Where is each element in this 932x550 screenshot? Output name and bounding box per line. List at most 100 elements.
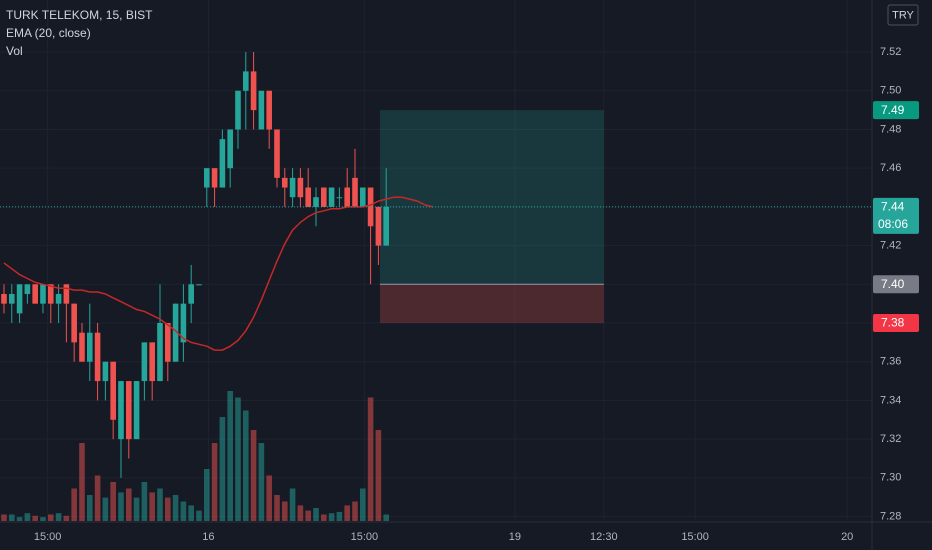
ema-line	[3, 196, 434, 351]
price-label: 7.49	[881, 103, 905, 117]
y-tick-label: 7.48	[880, 123, 901, 135]
candle-body	[352, 177, 358, 207]
volume-bar	[133, 497, 140, 521]
volume-bar	[32, 515, 38, 521]
volume-bar	[375, 430, 382, 521]
volume-bar	[344, 505, 350, 521]
volume-bar	[94, 475, 101, 521]
candle-body	[157, 323, 163, 382]
y-tick-label: 7.46	[880, 162, 901, 174]
candle-body	[86, 332, 93, 362]
volume-bar	[149, 492, 155, 521]
candle-body	[133, 381, 140, 440]
price-label: 7.38	[881, 316, 905, 330]
volume-bar	[289, 488, 296, 521]
volume-bar	[40, 517, 46, 521]
profit-zone	[379, 110, 604, 285]
y-tick-label: 7.50	[880, 85, 901, 97]
volume-bar	[274, 495, 280, 521]
indicator-label: EMA (20, close)	[6, 26, 91, 40]
volume-bar	[63, 515, 70, 521]
candle-body	[242, 71, 249, 91]
candle-body	[281, 177, 288, 188]
price-label-box	[873, 101, 919, 120]
volume-bar	[313, 508, 319, 521]
candle-body	[24, 284, 31, 294]
volume-bar	[86, 495, 93, 521]
candle-body	[367, 187, 374, 227]
candle-body	[55, 293, 62, 304]
volume-bar	[118, 492, 124, 521]
volume-bar	[219, 417, 226, 521]
volume-bar	[359, 488, 366, 521]
candle-body	[383, 206, 389, 246]
volume-bar	[125, 488, 132, 521]
x-tick-label: 20	[841, 531, 853, 543]
candle-body	[110, 361, 116, 420]
candle-body	[235, 90, 241, 130]
volume-bar	[71, 488, 77, 521]
volume-bar	[24, 513, 31, 521]
candle-body	[71, 303, 77, 343]
x-tick-label: 15:00	[34, 531, 62, 543]
price-label-box	[873, 275, 919, 294]
candle-body	[313, 197, 319, 207]
x-tick-label: 12:30	[590, 531, 618, 543]
volume-bar	[367, 397, 374, 521]
candle-body	[320, 187, 327, 207]
volume-bar	[79, 443, 85, 521]
volume-bar	[383, 514, 389, 521]
candle-body	[32, 284, 38, 304]
volume-bar	[102, 497, 109, 521]
volume-bar	[297, 505, 304, 521]
x-tick-label: 15:00	[351, 531, 379, 543]
x-tick-label: 15:00	[681, 531, 709, 543]
volume-label: Vol	[6, 44, 23, 58]
volume-bar	[110, 482, 116, 521]
candle-body	[125, 381, 132, 440]
volume-bar	[1, 514, 7, 521]
candle-body	[94, 332, 101, 382]
y-tick-label: 7.32	[880, 433, 901, 445]
candle-body	[63, 284, 70, 304]
candle-body	[328, 187, 335, 207]
candle-body	[196, 284, 202, 286]
volume-bar	[157, 488, 163, 521]
candle-body	[289, 177, 296, 198]
currency-box[interactable]	[887, 4, 919, 26]
volume-bar	[305, 510, 311, 521]
candle-body	[141, 342, 148, 382]
candle-body	[266, 90, 272, 130]
volume-bar	[203, 469, 210, 521]
volume-bar	[16, 517, 23, 521]
overlay-layer	[0, 196, 872, 351]
volume-bar	[47, 514, 54, 521]
volume-bar	[336, 511, 343, 521]
loss-zone	[379, 284, 604, 324]
volume-bar	[141, 482, 148, 521]
volume-bar	[266, 475, 272, 521]
candle-body	[336, 197, 343, 199]
candle-body	[164, 323, 171, 362]
axis-layer: 7.52 7.50 7.48 7.46 7.44 7.42 7.40 7.38 7.36 7.34…	[34, 46, 919, 543]
y-tick-label: 7.42	[880, 240, 901, 252]
y-tick-label: 7.36	[880, 356, 901, 368]
candle-body	[375, 206, 382, 246]
volume-bar	[172, 495, 179, 521]
x-tick-label: 16	[202, 531, 214, 543]
price-label: 7.40	[881, 277, 905, 291]
candle-body	[258, 90, 265, 130]
currency-label[interactable]: TRY	[892, 9, 914, 21]
candle-body	[297, 177, 304, 198]
candle-body	[40, 284, 46, 304]
x-tick-label: 19	[509, 531, 521, 543]
volume-bar	[164, 497, 171, 521]
volume-bar	[211, 443, 218, 521]
candle-body	[8, 293, 15, 304]
candle-body	[47, 284, 54, 304]
volume-bar	[328, 513, 335, 521]
price-label-box	[873, 197, 919, 234]
candle-body	[1, 293, 7, 304]
volume-bar	[320, 514, 327, 521]
